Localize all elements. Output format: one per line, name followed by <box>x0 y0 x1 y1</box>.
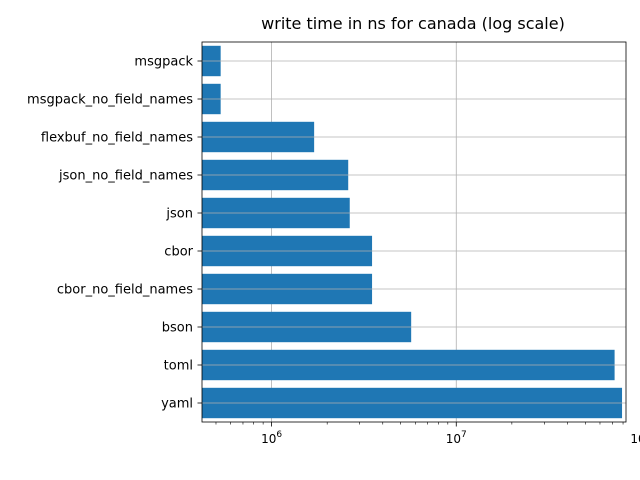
category-label: msgpack_no_field_names <box>27 93 193 108</box>
axes-frame <box>201 41 627 423</box>
category-label: toml <box>164 359 193 374</box>
x-tick-label: 106 <box>261 430 282 446</box>
category-label: json_no_field_names <box>58 169 193 184</box>
horizontal-gridlines <box>202 60 626 404</box>
category-labels: msgpack msgpack_no_field_names flexbuf_no_… <box>27 55 202 412</box>
category-label: flexbuf_no_field_names <box>41 131 193 146</box>
category-label: cbor_no_field_names <box>57 283 193 298</box>
x-tick-label: 108 <box>630 430 640 446</box>
category-label: yaml <box>161 397 193 412</box>
chart-title: write time in ns for canada (log scale) <box>261 14 565 33</box>
category-label: bson <box>162 321 193 336</box>
x-tick-label: 107 <box>446 430 467 446</box>
category-label: msgpack <box>134 55 193 70</box>
axes <box>201 41 627 423</box>
category-label: cbor <box>164 245 193 260</box>
category-label: json <box>165 207 193 222</box>
x-axis-ticks: 106 107 108 <box>215 422 640 446</box>
